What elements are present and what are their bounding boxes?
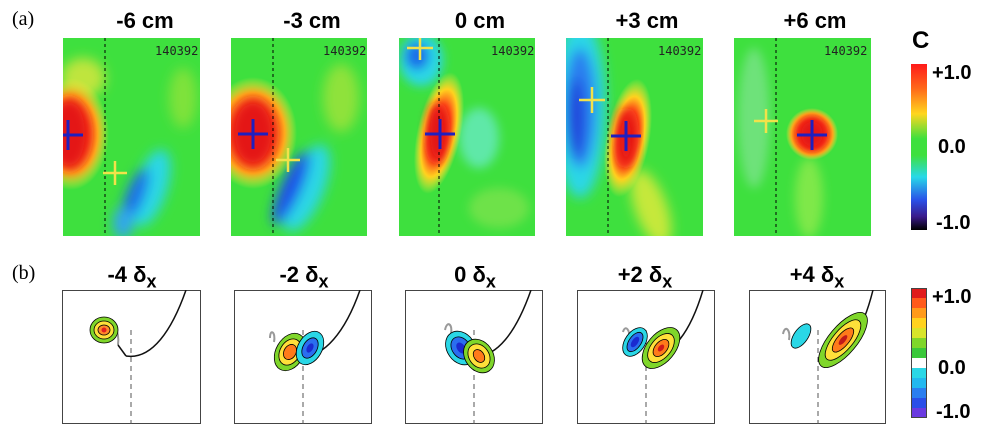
row-a-title-4: +3 cm [615, 8, 679, 33]
row-b-plot-5-svg [749, 290, 886, 424]
colorbar-a-title: C [912, 27, 930, 54]
colorbar-b-max: +1.0 [932, 286, 972, 308]
panel-label-a: (a) [12, 8, 35, 30]
colorbar-b-svg [911, 288, 927, 418]
row-b-title-5: +4 δx [767, 262, 867, 292]
row-b-title-1-sub: x [146, 271, 157, 292]
row-b-plot-1 [62, 290, 201, 424]
row-a-title-5: +6 cm [783, 8, 847, 33]
row-a-image-3: 140392 [399, 38, 535, 236]
row-b-title-5-sub: x [834, 271, 845, 292]
row-b-plot-4-svg [577, 290, 715, 424]
colorbar-a-svg [911, 64, 927, 230]
shot-number-4: 140392 [658, 44, 702, 58]
row-b-title-3: 0 δx [425, 262, 525, 292]
row-b-title-1-symbol: δ [133, 262, 147, 287]
row-b-plot-1-svg [62, 290, 201, 424]
shot-number-5: 140392 [824, 44, 868, 58]
shot-number-2: 140392 [323, 44, 367, 58]
row-b-plot-3 [405, 290, 543, 424]
row-a-image-4: 140392 [566, 38, 703, 236]
row-b-title-4-sub: x [662, 271, 673, 292]
row-a-image-2-svg [231, 38, 367, 236]
row-b-title-3-sub: x [485, 271, 496, 292]
row-b-title-3-value: 0 [454, 262, 467, 287]
colorbar-b-min: -1.0 [936, 401, 971, 423]
colorbar-a-max: +1.0 [932, 62, 972, 84]
row-a-image-1: 140392 [63, 38, 200, 236]
colorbar-a-mid: 0.0 [938, 136, 966, 158]
colorbar-a-min: -1.0 [936, 212, 971, 234]
row-a-title-2: -3 cm [283, 8, 341, 33]
row-b-title-4-symbol: δ [648, 262, 663, 287]
row-a-image-3-svg [399, 38, 535, 236]
row-b-plot-2 [234, 290, 372, 424]
row-b-plot-5 [749, 290, 886, 424]
panel-label-b: (b) [12, 262, 36, 284]
shot-number-1: 140392 [155, 44, 199, 58]
shot-number-3: 140392 [491, 44, 535, 58]
row-b-plot-3-svg [405, 290, 543, 424]
row-b-title-2-symbol: δ [305, 262, 319, 287]
row-b-title-4-value: +2 [617, 262, 643, 287]
colorbar-b [911, 288, 927, 418]
row-a-image-1-svg [63, 38, 200, 236]
row-b-title-3-symbol: δ [472, 262, 486, 287]
row-a-image-4-svg [566, 38, 703, 236]
row-b-title-4: +2 δx [595, 262, 695, 292]
row-a-title-1: -6 cm [116, 8, 174, 33]
row-b-title-5-value: +4 [789, 262, 815, 287]
row-a-title-3: 0 cm [454, 8, 506, 33]
row-b-title-2-value: -2 [279, 262, 300, 287]
colorbar-b-mid: 0.0 [938, 357, 966, 379]
row-b-title-2-sub: x [318, 271, 329, 292]
row-b-title-1-value: -4 [107, 262, 128, 287]
row-b-title-2: -2 δx [254, 262, 354, 292]
colorbar-a [911, 64, 927, 230]
row-b-plot-4 [577, 290, 715, 424]
row-b-title-1: -4 δx [82, 262, 182, 292]
row-b-plot-2-svg [234, 290, 372, 424]
row-b-title-5-symbol: δ [820, 262, 835, 287]
row-a-image-5: 140392 [734, 38, 871, 236]
row-a-image-5-svg [734, 38, 871, 236]
row-a-image-2: 140392 [231, 38, 367, 236]
